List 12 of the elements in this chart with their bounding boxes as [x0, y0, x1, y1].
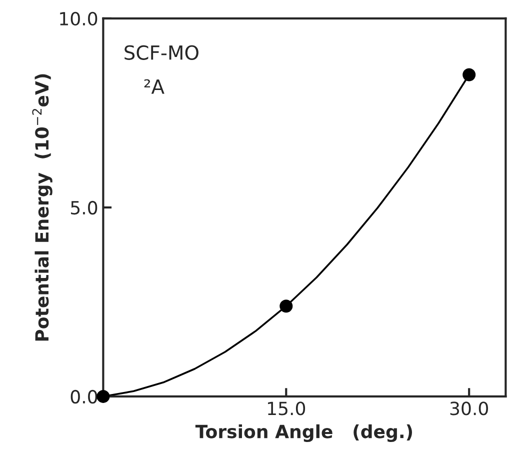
x-tick-label: 15.0	[268, 402, 306, 416]
annotation: ²A	[144, 79, 164, 94]
point	[462, 68, 476, 82]
point	[96, 390, 110, 403]
y-tick-label: 5.0	[71, 200, 98, 215]
point	[280, 300, 293, 313]
y-axis-title: Potential Energy (10$^{−2}$eV)	[32, 74, 52, 341]
x-axis-title: Torsion Angle (deg.)	[195, 424, 412, 442]
x-tick-label: 30.0	[450, 402, 488, 416]
annotation: SCF-MO	[124, 45, 198, 60]
y-tick-label: 0.0	[70, 390, 98, 404]
y-tick-label: 10.0	[60, 12, 98, 26]
